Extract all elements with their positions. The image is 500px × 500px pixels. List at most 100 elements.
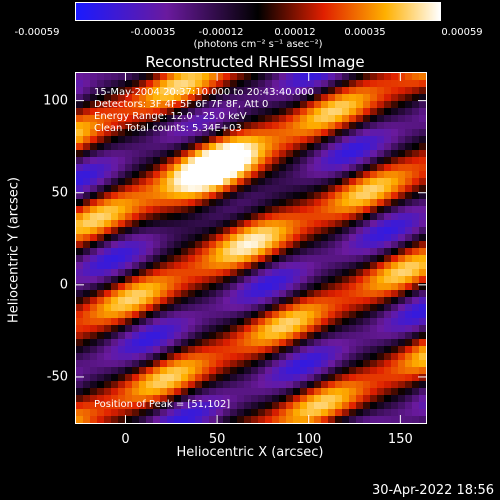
heatmap-cell [167,87,175,95]
heatmap-cell [244,360,252,368]
heatmap-cell [272,374,280,382]
heatmap-cell [272,73,280,81]
heatmap-cell [391,129,399,137]
heatmap-cell [230,206,238,214]
heatmap-cell [237,269,245,277]
heatmap-cell [286,262,294,270]
heatmap-cell [139,192,147,200]
heatmap-cell [300,304,308,312]
heatmap-cell [265,206,273,214]
heatmap-cell [293,227,301,235]
heatmap-cell [328,304,336,312]
heatmap-cell [286,171,294,179]
heatmap-cell [160,199,168,207]
heatmap-cell [83,381,91,389]
heatmap-cell [251,255,259,263]
heatmap-cell [244,150,252,158]
heatmap-cell [132,311,140,319]
heatmap-cell [209,143,217,151]
heatmap-cell [251,101,259,109]
colorbar-tick-label: 0.00012 [274,27,316,38]
heatmap-cell [104,339,112,347]
heatmap-cell [349,199,357,207]
heatmap-cell [412,192,420,200]
heatmap-cell [363,395,371,403]
heatmap-cell [174,262,182,270]
heatmap-cell [363,220,371,228]
heatmap-cell [125,150,133,158]
heatmap-cell [125,206,133,214]
heatmap-cell [293,157,301,165]
heatmap-cell [321,360,329,368]
heatmap-cell [377,122,385,130]
heatmap-cell [244,164,252,172]
heatmap-cell [160,122,168,130]
heatmap-cell [419,150,426,158]
heatmap-cell [230,101,238,109]
heatmap-cell [97,143,105,151]
heatmap-cell [370,416,378,423]
heatmap-cell [230,332,238,340]
heatmap-cell [286,255,294,263]
heatmap-cell [335,304,343,312]
heatmap-cell [412,353,420,361]
heatmap-cell [293,220,301,228]
heatmap-cell [293,409,301,417]
heatmap-cell [160,136,168,144]
heatmap-cell [412,374,420,382]
heatmap-cell [377,255,385,263]
heatmap-cell [167,367,175,375]
heatmap-cell [405,339,413,347]
heatmap-cell [174,332,182,340]
heatmap-cell [314,388,322,396]
heatmap-cell [111,409,119,417]
heatmap-cell [216,283,224,291]
heatmap-cell [321,150,329,158]
heatmap-cell [370,325,378,333]
heatmap-cell [174,234,182,242]
heatmap-cell [328,402,336,410]
heatmap-cell [419,206,426,214]
heatmap-cell [363,402,371,410]
heatmap-cell [370,353,378,361]
heatmap-cell [139,325,147,333]
heatmap-cell [272,164,280,172]
heatmap-cell [265,87,273,95]
heatmap-cell [111,367,119,375]
heatmap-cell [356,290,364,298]
heatmap-cell [111,395,119,403]
heatmap-cell [146,171,154,179]
heatmap-cell [279,87,287,95]
heatmap-cell [125,178,133,186]
heatmap-cell [202,325,210,333]
heatmap-cell [230,276,238,284]
heatmap-cell [314,241,322,249]
heatmap-cell [321,381,329,389]
heatmap-cell [181,311,189,319]
heatmap-cell [398,164,406,172]
heatmap-cell [335,150,343,158]
heatmap-cell [125,73,133,81]
heatmap-cell [384,136,392,144]
heatmap-cell [125,374,133,382]
heatmap-cell [195,192,203,200]
heatmap-cell [139,395,147,403]
heatmap-cell [349,409,357,417]
heatmap-cell [405,171,413,179]
heatmap-cell [405,381,413,389]
heatmap-cell [104,353,112,361]
heatmap-cell [356,101,364,109]
heatmap-cell [76,192,84,200]
heatmap-cell [279,171,287,179]
heatmap-cell [160,367,168,375]
heatmap-cell [139,339,147,347]
heatmap-cell [76,206,84,214]
heatmap-cell [83,402,91,410]
heatmap-cell [104,416,112,423]
heatmap-cell [279,80,287,88]
heatmap-cell [97,220,105,228]
heatmap-cell [419,234,426,242]
heatmap-cell [265,248,273,256]
heatmap-cell [132,220,140,228]
heatmap-cell [223,157,231,165]
